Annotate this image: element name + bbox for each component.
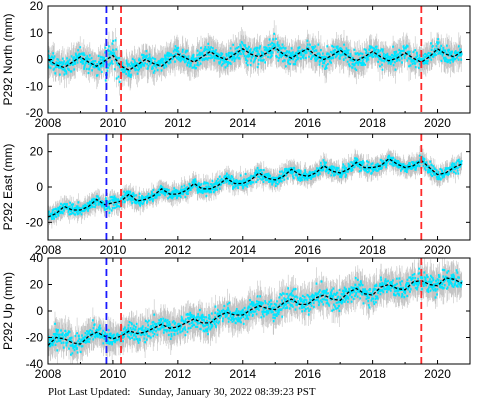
y-tick-label: 0: [36, 180, 43, 194]
x-tick-label: 2020: [424, 116, 451, 130]
y-axis-label: P292 Up (mm): [1, 272, 15, 350]
x-tick-label: 2010: [100, 116, 127, 130]
x-tick-label: 2010: [100, 243, 127, 257]
x-tick-label: 2020: [424, 243, 451, 257]
x-tick-label: 2012: [164, 116, 191, 130]
x-tick-label: 2014: [229, 367, 256, 381]
y-tick-label: -20: [26, 215, 44, 229]
x-tick-label: 2018: [359, 243, 386, 257]
x-tick-label: 2012: [164, 367, 191, 381]
x-tick-label: 2016: [294, 243, 321, 257]
footer-timestamp: Sunday, January 30, 2022 08:39:23 PST: [138, 386, 316, 398]
y-tick-label: 20: [30, 145, 44, 159]
x-tick-label: 2018: [359, 116, 386, 130]
observations: [48, 32, 463, 83]
x-tick-label: 2008: [35, 367, 62, 381]
observations: [48, 267, 463, 356]
x-tick-label: 2014: [229, 243, 256, 257]
x-tick-label: 2018: [359, 367, 386, 381]
y-axis-label: P292 East (mm): [1, 144, 15, 231]
east-panel: 2008 2010 2012 2014 2016 2018 2020 -20 0 20 P292 E…: [1, 133, 471, 257]
plot-area: [48, 20, 463, 96]
y-tick-label: 40: [30, 251, 44, 265]
plot-area: [48, 258, 463, 364]
error-bars: [48, 146, 462, 229]
north-panel: 2008 2010 2012 2014 2016 2018 2020 -20 -10 0 10 20 P…: [1, 0, 471, 130]
x-tick-label: 2014: [229, 116, 256, 130]
y-tick-label: -20: [26, 331, 44, 345]
y-tick-label: 20: [30, 278, 44, 292]
x-tick-label: 2008: [35, 116, 62, 130]
x-tick-label: 2016: [294, 116, 321, 130]
y-axis-label: P292 North (mm): [1, 13, 15, 105]
plot-area: [48, 146, 463, 229]
model-line: [48, 46, 463, 71]
x-tick-label: 2010: [100, 367, 127, 381]
x-tick-label: 2020: [424, 367, 451, 381]
model-line: [48, 277, 463, 346]
y-tick-label: -20: [26, 106, 44, 120]
y-tick-label: 10: [30, 26, 44, 40]
y-tick-label: 20: [30, 0, 44, 13]
x-tick-label: 2012: [164, 243, 191, 257]
plot-last-updated: Plot Last Updated: Sunday, January 30, 2…: [48, 386, 316, 398]
up-panel: 2008 2010 2012 2014 2016 2018 2020 -40 -20 0 20 40 P…: [1, 251, 471, 381]
x-tick-label: 2016: [294, 367, 321, 381]
footer-label: Plot Last Updated:: [48, 386, 131, 398]
error-bars: [48, 258, 462, 364]
x-tick-label: 2008: [35, 243, 62, 257]
plot-frame: [47, 133, 471, 241]
y-tick-label: 0: [36, 304, 43, 318]
y-tick-label: -40: [26, 357, 44, 371]
y-tick-label: -10: [26, 79, 44, 93]
y-tick-label: 0: [36, 53, 43, 67]
